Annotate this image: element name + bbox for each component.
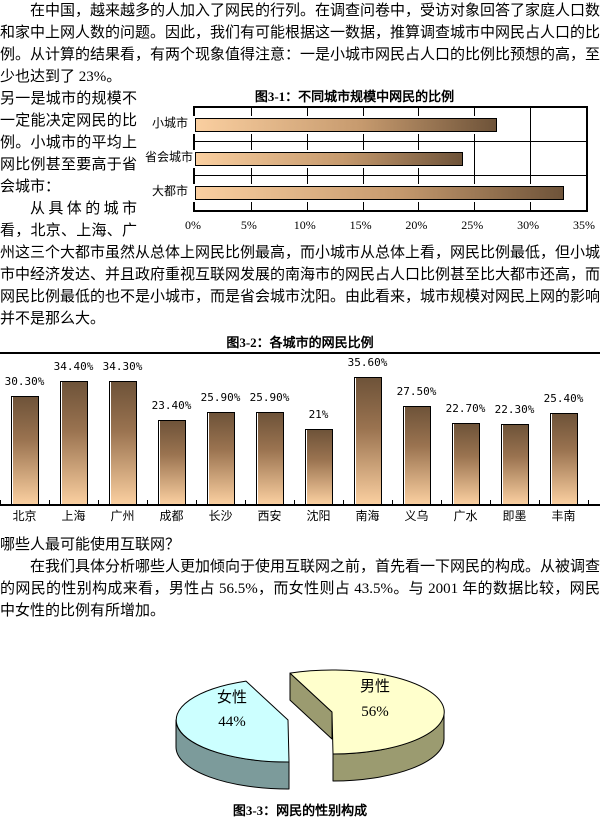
paragraph-specific-cities: 从具体的城市看，北京、上海、广州这三个大都市虽然从总体上网民比例最高，而小城市从… bbox=[0, 201, 600, 327]
fig2-axis-tick bbox=[441, 500, 442, 504]
fig1-axis-tick-label: 15% bbox=[349, 218, 372, 232]
fig2-value-label: 35.60% bbox=[347, 356, 388, 369]
fig1-axis-tick-label: 0% bbox=[185, 218, 201, 232]
figure-3-3-gender-pie-chart: 女性 44% 男性 56% bbox=[175, 669, 445, 790]
fig2-category-label: 丰南 bbox=[551, 509, 576, 523]
fig2-bar bbox=[501, 424, 529, 504]
fig2-axis-tick bbox=[343, 500, 344, 504]
fig2-axis-tick bbox=[588, 500, 589, 504]
fig1-vertical-gridline bbox=[474, 108, 476, 210]
fig1-plot-area bbox=[192, 106, 588, 212]
fig2-bar bbox=[403, 406, 431, 504]
fig2-category-label: 南海 bbox=[355, 509, 380, 523]
fig2-category-label: 即墨 bbox=[502, 509, 527, 523]
fig2-category-axis: 北京 上海 广州 成都 长沙 西安 沈阳 南海 义乌 广水 即墨 丰南 bbox=[0, 506, 600, 526]
fig2-axis-tick bbox=[245, 500, 246, 504]
fig2-bar bbox=[158, 420, 186, 504]
fig2-axis-tick bbox=[539, 500, 540, 504]
pie-label-female: 女性 bbox=[217, 688, 247, 706]
fig2-bar bbox=[354, 377, 382, 504]
fig2-axis-tick bbox=[196, 500, 197, 504]
fig1-axis-tick-label: 5% bbox=[240, 218, 257, 232]
fig2-category-label: 西安 bbox=[257, 509, 282, 523]
fig2-category-label: 义乌 bbox=[404, 509, 429, 523]
fig2-axis-tick bbox=[49, 500, 50, 504]
fig2-axis-tick bbox=[490, 500, 491, 504]
fig2-value-label: 27.50% bbox=[396, 385, 437, 398]
fig2-axis-tick bbox=[0, 500, 1, 504]
fig2-value-label: 23.40% bbox=[151, 399, 192, 412]
fig2-value-label: 30.30% bbox=[4, 375, 45, 388]
fig1-axis-tick-label: 25% bbox=[461, 218, 484, 232]
figure-3-1-title: 图3-1：不同城市规模中网民的比例 bbox=[254, 89, 455, 104]
fig2-value-label: 25.40% bbox=[543, 392, 584, 405]
pie-percent-male: 56% bbox=[361, 704, 389, 720]
fig1-bar bbox=[193, 116, 499, 134]
fig2-bar bbox=[60, 381, 88, 504]
pie-label-male: 男性 bbox=[360, 678, 390, 695]
fig2-category-label: 广州 bbox=[110, 509, 135, 523]
fig2-value-label: 22.30% bbox=[494, 403, 535, 416]
fig2-category-label: 上海 bbox=[61, 509, 86, 523]
fig1-axis-tick-label: 30% bbox=[517, 218, 540, 232]
fig2-category-label: 沈阳 bbox=[306, 509, 331, 523]
fig2-value-label: 25.90% bbox=[200, 391, 241, 404]
fig2-bar bbox=[305, 429, 333, 504]
fig2-category-label: 成都 bbox=[159, 509, 184, 523]
fig1-bar bbox=[192, 150, 466, 168]
fig1-row-separator bbox=[195, 175, 586, 176]
fig2-bar bbox=[550, 413, 578, 504]
pie-slice-male-top bbox=[289, 669, 445, 755]
fig2-bar bbox=[452, 423, 480, 504]
pie-slice-female-top bbox=[175, 680, 290, 763]
figure-3-1-body: 小城市省会城市大都市 bbox=[145, 106, 600, 212]
fig1-category-label: 大都市 bbox=[151, 184, 188, 198]
fig2-axis-tick bbox=[147, 500, 148, 504]
fig1-row-separator bbox=[195, 141, 586, 142]
fig1-vertical-gridline bbox=[530, 108, 532, 210]
section-heading: 哪些人最可能使用互联网？ bbox=[0, 537, 181, 553]
fig1-axis-tick-label: 20% bbox=[405, 218, 428, 232]
fig2-value-label: 34.40% bbox=[53, 360, 94, 373]
fig2-bar bbox=[11, 396, 39, 504]
fig2-category-label: 北京 bbox=[12, 509, 37, 523]
fig1-category-label: 省会城市 bbox=[145, 150, 194, 164]
fig2-axis-tick bbox=[294, 500, 295, 504]
figure-3-3-caption: 图3-3：网民的性别构成 bbox=[232, 803, 368, 818]
fig1-percent-axis: 0% 5% 10% 15% 20% 25% 30% 35% bbox=[185, 212, 595, 232]
fig1-bar bbox=[193, 184, 566, 202]
fig2-bar bbox=[256, 412, 284, 504]
fig1-axis-tick-label: 10% bbox=[293, 218, 316, 232]
pie-percent-female: 44% bbox=[218, 714, 246, 730]
fig2-value-label: 25.90% bbox=[249, 391, 290, 404]
fig2-bar bbox=[109, 381, 137, 504]
fig2-value-label: 21% bbox=[308, 408, 329, 421]
figure-3-2-city-bar-chart: 图3-2：各城市的网民比例 30.30% 34.40% 34.30% 23.40% 25… bbox=[0, 334, 600, 526]
figure-3-1-city-size-bar-chart: 图3-1：不同城市规模中网民的比例 小城市省会城市大都市 0% 5% 10% 15% 2… bbox=[145, 88, 600, 232]
fig2-axis-tick bbox=[392, 500, 393, 504]
fig2-bar bbox=[207, 412, 235, 504]
paragraph-gender: 在我们具体分析哪些人更加倾向于使用互联网之前，首先看一下网民的构成。从被调查的网… bbox=[0, 559, 600, 619]
figure-3-2-title: 图3-2：各城市的网民比例 bbox=[226, 335, 374, 350]
fig2-category-label: 广水 bbox=[453, 509, 478, 523]
fig2-plot-area: 30.30% 34.40% 34.30% 23.40% 25.90% 25.90% 21% 3… bbox=[0, 352, 600, 506]
fig1-category-label: 小城市 bbox=[151, 116, 188, 130]
fig2-category-label: 长沙 bbox=[208, 509, 233, 523]
fig1-category-axis: 小城市省会城市大都市 bbox=[145, 106, 193, 212]
paragraph-intro: 在中国，越来越多的人加入了网民的行列。在调查问卷中，受访对象回答了家庭人口数和家… bbox=[0, 3, 600, 85]
fig2-value-label: 22.70% bbox=[445, 402, 486, 415]
text-chart-wrap: 图3-1：不同城市规模中网民的比例 小城市省会城市大都市 0% 5% 10% 15% 2… bbox=[0, 88, 600, 330]
fig2-value-label: 34.30% bbox=[102, 360, 143, 373]
paragraph-city-size: 另一是城市的规模不一定能决定网民的比例。小城市的平均上网比例甚至要高于省会城市： bbox=[0, 91, 137, 195]
fig1-axis-tick-label: 35% bbox=[573, 218, 595, 232]
fig2-axis-tick bbox=[98, 500, 99, 504]
